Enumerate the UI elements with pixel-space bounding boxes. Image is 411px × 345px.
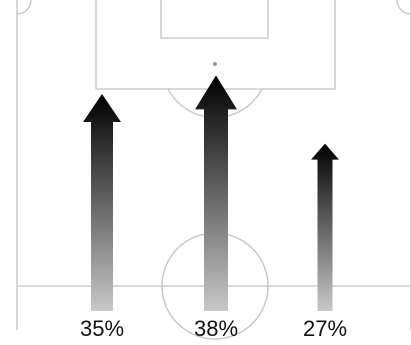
- penalty-box: [95, 0, 336, 90]
- corner-arc-right: [396, 0, 411, 15]
- penalty-spot: [213, 62, 217, 66]
- value-label-2: 27%: [302, 316, 348, 341]
- value-label-1: 38%: [193, 316, 239, 341]
- goal-box: [160, 0, 269, 39]
- arrow-bar-0: [83, 94, 121, 311]
- corner-arc-left: [16, 0, 32, 15]
- value-label-0: 35%: [79, 316, 125, 341]
- arrow-bar-2: [311, 143, 339, 311]
- arrow-bar-1: [195, 75, 237, 312]
